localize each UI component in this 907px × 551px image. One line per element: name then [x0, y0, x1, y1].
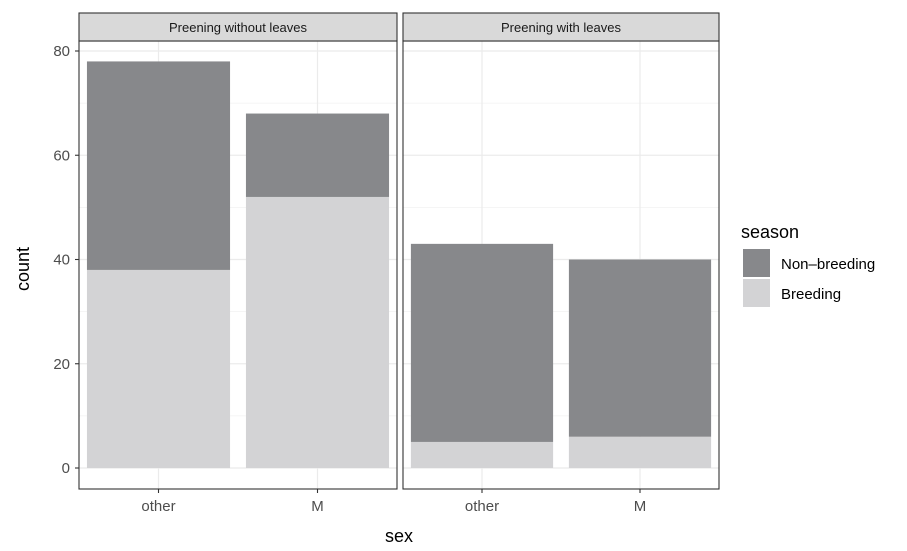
y-tick-label: 0 [62, 460, 70, 477]
bar-other-breeding [86, 269, 231, 468]
bar-m-non-breeding [568, 259, 712, 437]
y-tick-label: 40 [53, 252, 70, 269]
y-tick-label: 80 [53, 43, 70, 60]
x-tick-label: M [311, 498, 324, 515]
bar-m-breeding [245, 196, 390, 468]
legend-label: Non–breeding [781, 256, 875, 273]
bar-m-breeding [568, 436, 712, 468]
y-axis: 0 20 40 60 80 [53, 43, 79, 477]
bar-m-non-breeding [245, 113, 390, 197]
bar-other-non-breeding [86, 61, 231, 270]
x-tick-label: other [141, 498, 175, 515]
strip-background [78, 12, 398, 42]
x-axis-title: sex [385, 526, 413, 546]
x-tick-label: other [465, 498, 499, 515]
x-tick-label: M [634, 498, 647, 515]
bar-other-breeding [410, 441, 554, 468]
bar-other-non-breeding [410, 243, 554, 442]
panel-2: Preening with leaves other M [402, 12, 720, 515]
legend-label: Breeding [781, 286, 841, 303]
legend-key-breeding [743, 279, 770, 307]
legend-key-non-breeding [743, 249, 770, 277]
legend-title: season [741, 222, 799, 242]
y-tick-label: 60 [53, 147, 70, 164]
legend: season Non–breeding Breeding [741, 222, 875, 307]
y-tick-label: 20 [53, 356, 70, 373]
strip-background [402, 12, 720, 42]
strip-label: Preening without leaves [169, 20, 308, 35]
panel-1: Preening without leaves other M [78, 12, 398, 515]
y-axis-title: count [13, 247, 33, 291]
strip-label: Preening with leaves [501, 20, 621, 35]
